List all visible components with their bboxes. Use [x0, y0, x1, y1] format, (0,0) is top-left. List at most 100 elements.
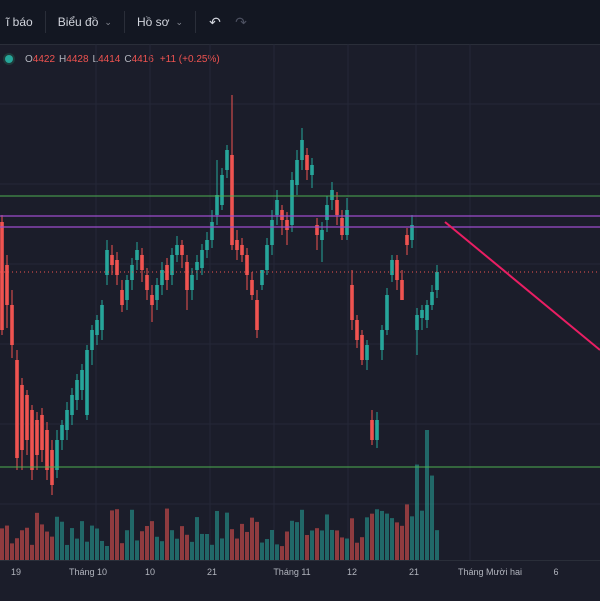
volume-bar [50, 536, 54, 560]
volume-bar [385, 513, 389, 560]
candle-body [160, 270, 164, 285]
candle-body [230, 155, 234, 245]
candle-body [55, 440, 59, 470]
candle-body [260, 270, 264, 285]
volume-bar [35, 512, 39, 560]
profile-label: Hồ sơ [136, 15, 170, 29]
time-axis-label: Tháng 11 [273, 567, 311, 577]
alerts-menu[interactable]: ĩ báo [0, 8, 39, 36]
candle-body [375, 420, 379, 440]
candle-body [350, 285, 354, 320]
candle-body [335, 200, 339, 215]
volume-bar [400, 525, 404, 560]
candle-body [300, 140, 304, 160]
candle-body [100, 305, 104, 330]
volume-bar [330, 529, 334, 560]
candle-body [410, 225, 414, 240]
volume-bar [415, 464, 419, 560]
candle-body [420, 310, 424, 318]
candle-body [20, 385, 24, 450]
candle-body [90, 330, 94, 350]
candle-body [365, 345, 369, 360]
volume-bar [70, 528, 74, 560]
volume-bar [425, 430, 429, 560]
volume-bar [420, 510, 424, 560]
volume-bar [430, 475, 434, 560]
candle-body [85, 350, 89, 415]
candle-body [95, 320, 99, 335]
volume-bar [380, 510, 384, 560]
volume-bar [140, 531, 144, 560]
volume-bar [275, 544, 279, 560]
candle-body [280, 210, 284, 220]
candle-body [395, 260, 399, 280]
candle-body [220, 175, 224, 205]
volume-bar [190, 541, 194, 560]
volume-bar [285, 531, 289, 560]
charts-menu[interactable]: Biểu đồ ⌄ [52, 8, 118, 36]
volume-bar [110, 510, 114, 560]
candle-body [150, 295, 154, 305]
close-value: 4416 [131, 53, 154, 65]
candle-body [125, 280, 129, 300]
candle-body [120, 290, 124, 305]
volume-bar [360, 537, 364, 560]
undo-button[interactable]: ↶ [202, 8, 228, 36]
high-value: 4428 [66, 53, 89, 65]
time-axis-label: 21 [408, 567, 420, 577]
candle-body [200, 250, 204, 268]
price-chart[interactable] [0, 44, 600, 560]
candle-body [195, 262, 199, 270]
redo-button[interactable]: ↷ [228, 8, 254, 36]
profile-menu[interactable]: Hồ sơ ⌄ [131, 8, 189, 36]
trend-line [444, 221, 600, 351]
candle-body [265, 245, 269, 270]
close-label: C [124, 53, 132, 65]
candle-body [390, 260, 394, 275]
chevron-down-icon: ⌄ [104, 16, 112, 27]
candle-body [70, 395, 74, 415]
candle-body [5, 265, 9, 305]
volume-bar [185, 534, 189, 560]
candle-body [275, 200, 279, 215]
volume-bar [300, 509, 304, 560]
volume-bar [130, 509, 134, 560]
volume-bar [45, 531, 49, 560]
candle-body [310, 165, 314, 175]
candle-body [415, 315, 419, 330]
candle-body [140, 255, 144, 270]
volume-bar [295, 522, 299, 560]
candle-body [245, 255, 249, 275]
candle-body [40, 415, 44, 450]
undo-icon: ↶ [209, 13, 221, 30]
candle-body [315, 225, 319, 235]
time-axis[interactable]: 19 Tháng 10 10 21 Tháng 11 12 21 Tháng Mười hai… [0, 560, 600, 601]
candle-body [285, 220, 289, 230]
volume-bar [240, 523, 244, 560]
candle-body [10, 305, 14, 345]
volume-bar [170, 530, 174, 560]
toolbar-divider [44, 11, 46, 33]
candle-body [330, 190, 334, 200]
change-value: +11 (+0.25%) [159, 53, 220, 65]
low-label: L [92, 53, 99, 65]
volume-bar [115, 509, 119, 560]
time-axis-label: 10 [144, 567, 156, 577]
volume-bar [340, 537, 344, 560]
time-axis-label: 6 [553, 567, 559, 577]
candle-body [105, 250, 109, 275]
candle-body [45, 430, 49, 470]
candle-body [355, 320, 359, 340]
volume-bar [5, 525, 9, 560]
candle-body [225, 150, 229, 170]
time-axis-label: 21 [206, 567, 218, 577]
candle-body [430, 292, 434, 305]
volume-bar [40, 524, 44, 560]
candle-body [115, 260, 119, 275]
candle-body [170, 255, 174, 275]
volume-bar [30, 544, 34, 560]
volume-bar [65, 544, 69, 560]
status-dot-icon[interactable] [5, 55, 13, 63]
volume-bar [310, 530, 314, 560]
candle-body [65, 410, 69, 430]
